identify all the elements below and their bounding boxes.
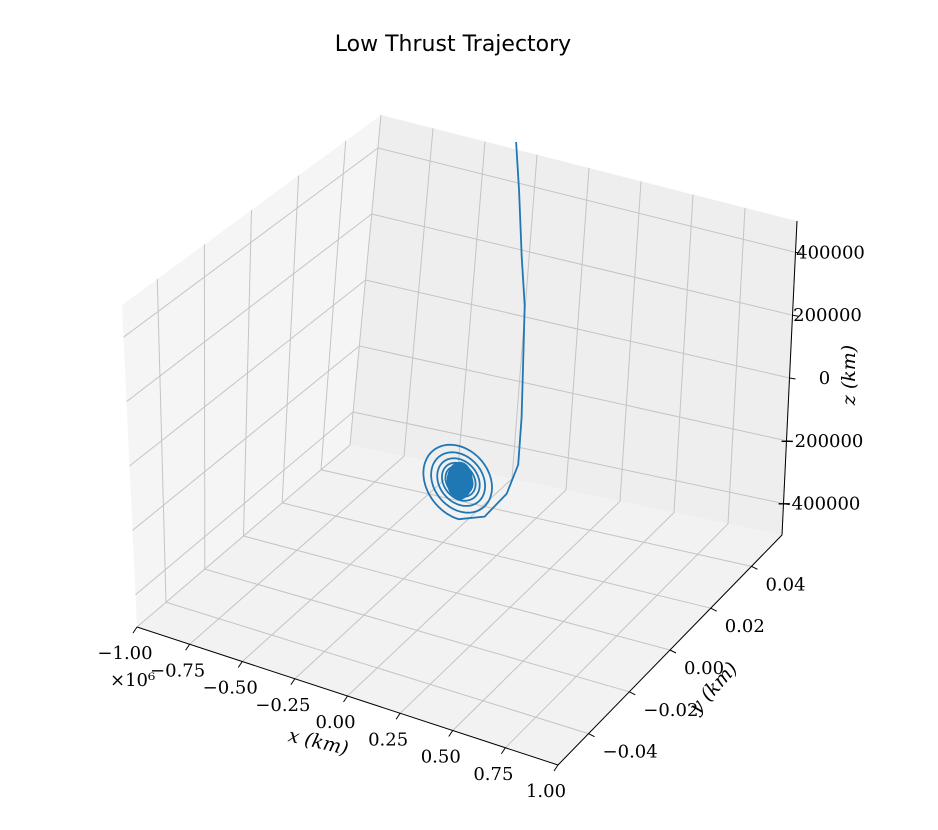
z-tick-label-1: −200000 — [780, 431, 864, 452]
axis-panes — [122, 115, 797, 765]
z-tick-3 — [792, 314, 799, 317]
y-tick-label-3: 0.02 — [725, 616, 765, 637]
y-gridline-3 — [281, 175, 711, 609]
y-gridline-1 — [203, 244, 630, 693]
y-tick-label-0: −0.04 — [603, 742, 658, 763]
z-tick-0 — [783, 503, 790, 506]
z-axis-label: z (km) — [838, 345, 860, 406]
x-tick-label-8: 1.00 — [526, 781, 566, 802]
y-tick-label-1: −0.02 — [643, 700, 698, 721]
x-gridline-1 — [189, 128, 434, 645]
z-tick-label-2: 0 — [819, 368, 830, 389]
x-gridline-6 — [452, 194, 694, 731]
x-offset-label: ×10⁶ — [110, 670, 155, 691]
x-tick-7 — [500, 747, 506, 755]
x-tick-label-6: 0.50 — [421, 747, 461, 768]
x-tick-3 — [290, 678, 296, 686]
y-tick-2 — [669, 649, 677, 654]
z-tick-label-4: 400000 — [796, 242, 865, 263]
z-gridline-0 — [135, 411, 784, 596]
y-gridline-0 — [156, 279, 589, 735]
x-tick-2 — [237, 661, 243, 668]
z-tick-label-3: 200000 — [793, 305, 862, 326]
z-tick-4 — [795, 251, 802, 254]
y-gridline-4 — [320, 140, 752, 567]
x-tick-label-3: −0.25 — [255, 695, 310, 716]
z-tick-label-0: −400000 — [777, 494, 861, 515]
z-tick-2 — [789, 377, 796, 380]
z-gridline-4 — [123, 147, 796, 338]
x-gridline-4 — [347, 167, 590, 697]
x-tick-label-2: −0.50 — [203, 678, 258, 699]
floor-pane — [137, 445, 782, 765]
x-tick-5 — [395, 712, 401, 720]
x-gridline-7 — [505, 207, 746, 749]
y-tick-label-4: 0.04 — [765, 574, 805, 595]
z-gridline-2 — [129, 279, 790, 467]
x-tick-0 — [132, 626, 138, 634]
y-tick-4 — [751, 565, 758, 570]
trajectory-core-0 — [446, 461, 473, 500]
x-gridline-0 — [136, 114, 382, 628]
x-tick-6 — [448, 730, 454, 737]
z-gridline-1 — [132, 345, 787, 531]
y-tick-0 — [588, 733, 595, 738]
x-tick-label-5: 0.25 — [368, 729, 408, 750]
y-tick-label-2: 0.00 — [684, 658, 724, 679]
y-gridline-2 — [242, 209, 671, 651]
x-tick-1 — [185, 643, 191, 651]
tick-labels: −1.00−0.75−0.50−0.250.000.250.500.751.00… — [97, 242, 864, 802]
chart-title: Low Thrust Trajectory — [335, 32, 571, 57]
x-tick-8 — [553, 764, 559, 772]
y-tick-1 — [629, 691, 636, 696]
x-tick-label-7: 0.75 — [473, 764, 513, 785]
x-tick-label-0: −1.00 — [97, 643, 152, 664]
y-tick-3 — [710, 607, 717, 612]
x-tick-4 — [343, 695, 348, 703]
axis-lines — [132, 220, 802, 772]
z-tick-1 — [786, 440, 793, 443]
x-tick-label-1: −0.75 — [150, 660, 205, 681]
back-pane — [350, 115, 797, 535]
z-gridline-3 — [126, 213, 793, 402]
left-pane — [122, 115, 381, 627]
series-lines — [422, 141, 526, 521]
x-tick-label-4: 0.00 — [315, 712, 355, 733]
x-gridline-5 — [399, 181, 642, 714]
